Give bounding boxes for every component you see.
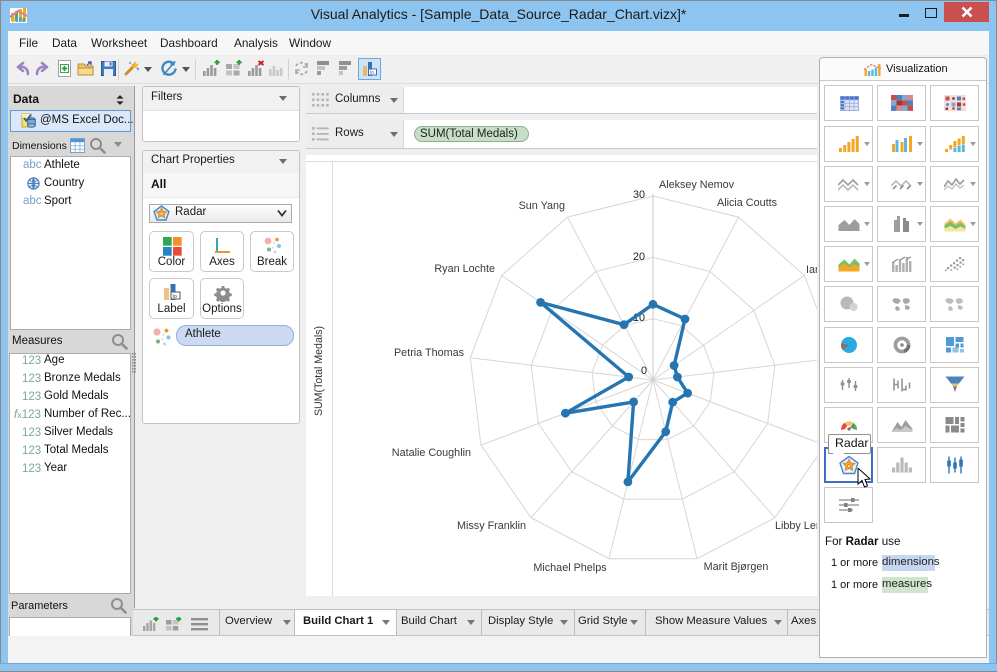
svg-text:0: 0	[641, 365, 647, 377]
svg-text:Petria Thomas: Petria Thomas	[394, 347, 465, 359]
svg-text:Michael Phelps: Michael Phelps	[533, 562, 607, 574]
svg-text:Sun Yang: Sun Yang	[519, 200, 565, 212]
svg-text:Aleksey Nemov: Aleksey Nemov	[659, 179, 735, 191]
svg-text:Libby Lenton: Libby Lenton	[775, 520, 817, 532]
svg-text:Natalie Coughlin: Natalie Coughlin	[392, 447, 471, 459]
svg-text:lo: lo	[173, 294, 177, 300]
svg-text:Missy Franklin: Missy Franklin	[457, 520, 526, 532]
svg-text:Alicia Coutts: Alicia Coutts	[717, 197, 778, 209]
svg-text:lo: lo	[370, 70, 374, 76]
svg-text:30: 30	[633, 189, 645, 201]
svg-text:Ryan Lochte: Ryan Lochte	[434, 263, 495, 275]
svg-text:Marit Bjørgen: Marit Bjørgen	[704, 561, 769, 573]
svg-text:Ian Thorpe: Ian Thorpe	[806, 264, 817, 276]
svg-text:20: 20	[633, 251, 645, 263]
